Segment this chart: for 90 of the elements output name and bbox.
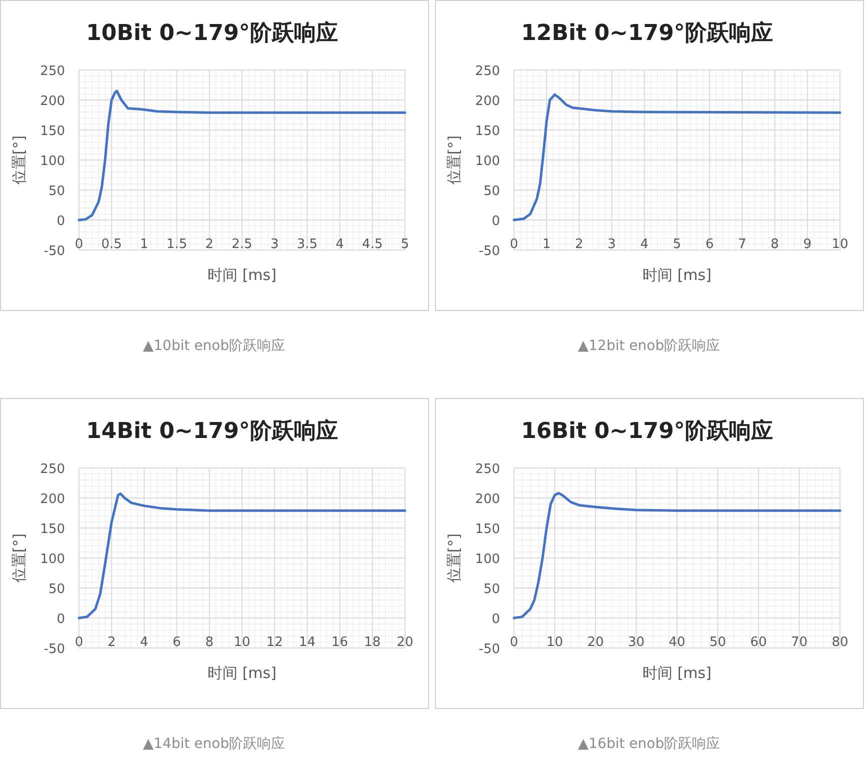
y-axis-title: 位置[°] [10, 533, 28, 583]
x-tick-label: 2 [575, 237, 584, 252]
line-series [512, 93, 842, 222]
x-tick-label: 0 [510, 635, 518, 650]
x-tick-label: 70 [790, 635, 808, 650]
x-tick-label: 10 [546, 635, 564, 650]
x-tick-label: 4 [336, 237, 344, 252]
y-tick-label: 0 [492, 214, 500, 229]
y-tick-label: -50 [44, 642, 65, 657]
y-tick-label: 100 [475, 552, 500, 567]
y-tick-label: 200 [40, 94, 65, 109]
x-axis-title: 时间 [ms] [642, 664, 712, 682]
x-tick-label: 10 [832, 237, 848, 252]
y-tick-label: 250 [40, 462, 65, 477]
x-tick-label: 9 [803, 237, 812, 252]
text: ▲14bit enob阶跃响应 [142, 736, 286, 752]
x-tick-label: 20 [396, 635, 414, 650]
x-tick-label: 3 [270, 237, 279, 252]
x-tick-label: 14 [298, 635, 316, 650]
x-axis-title: 时间 [ms] [642, 266, 712, 284]
y-tick-label: -50 [478, 244, 500, 259]
x-tick-label: 2 [107, 635, 116, 650]
x-tick-label: 7 [738, 237, 746, 252]
y-tick-label: 100 [40, 154, 65, 169]
y-tick-label: -50 [44, 244, 65, 259]
chart-title: 10Bit 0~179°阶跃响应 [86, 20, 338, 46]
chart-title: 12Bit 0~179°阶跃响应 [521, 20, 773, 46]
x-tick-label: 20 [587, 635, 604, 650]
x-tick-label: 18 [364, 635, 381, 650]
x-tick-label: 1 [542, 237, 551, 252]
text: ▲16bit enob阶跃响应 [578, 736, 720, 752]
y-tick-label: 50 [48, 184, 65, 199]
x-tick-label: 50 [709, 635, 726, 650]
x-tick-label: 12 [266, 635, 283, 650]
y-tick-label: 100 [40, 552, 65, 567]
y-tick-label: 200 [475, 492, 500, 507]
x-tick-label: 3.5 [296, 237, 318, 252]
y-tick-label: 0 [56, 612, 65, 627]
x-tick-label: 8 [205, 635, 214, 650]
x-tick-label: 1 [140, 237, 148, 252]
x-axis-title: 时间 [ms] [208, 664, 276, 682]
y-axis-title: 位置[°] [445, 533, 463, 583]
y-tick-label: 50 [483, 184, 500, 199]
text: ▲12bit enob阶跃响应 [578, 338, 720, 354]
x-tick-label: 2 [205, 237, 214, 252]
x-tick-label: 10 [234, 635, 250, 650]
x-tick-label: 0.5 [101, 237, 122, 252]
x-tick-label: 0 [510, 237, 518, 252]
x-tick-label: 30 [628, 635, 645, 650]
x-tick-label: 6 [705, 237, 714, 252]
line-series [78, 90, 406, 222]
x-tick-label: 2.5 [232, 237, 252, 252]
x-tick-label: 4 [140, 635, 148, 650]
x-tick-label: 3 [608, 237, 616, 252]
x-tick-label: 4 [640, 237, 649, 252]
x-tick-label: 80 [832, 635, 848, 650]
x-tick-label: 0 [74, 635, 84, 650]
y-tick-label: 50 [48, 582, 65, 597]
x-tick-label: 40 [668, 635, 686, 650]
x-tick-label: 16 [332, 635, 348, 650]
chart-title: 14Bit 0~179°阶跃响应 [86, 418, 338, 444]
y-tick-label: 200 [40, 492, 65, 507]
y-tick-label: 200 [475, 94, 500, 109]
y-axis-title: 位置[°] [10, 135, 28, 185]
line-series [512, 492, 842, 620]
y-tick-label: -50 [478, 642, 500, 657]
y-tick-label: 250 [475, 462, 500, 477]
y-tick-label: 0 [492, 612, 500, 627]
x-tick-label: 6 [172, 635, 181, 650]
y-tick-label: 250 [40, 64, 65, 79]
y-tick-label: 50 [483, 582, 500, 597]
y-tick-label: 150 [475, 124, 500, 139]
y-tick-label: 100 [475, 154, 500, 169]
y-tick-label: 150 [475, 522, 500, 537]
x-tick-label: 0 [74, 237, 84, 252]
x-tick-label: 1.5 [166, 237, 188, 252]
x-tick-label: 5 [672, 237, 682, 252]
x-tick-label: 5 [400, 237, 410, 252]
text: ▲10bit enob阶跃响应 [142, 338, 286, 354]
line-series [78, 492, 406, 620]
y-tick-label: 250 [475, 64, 500, 79]
chart-title: 16Bit 0~179°阶跃响应 [521, 418, 773, 444]
y-tick-label: 150 [40, 522, 65, 537]
x-tick-label: 60 [750, 635, 767, 650]
y-axis-title: 位置[°] [445, 135, 463, 185]
y-tick-label: 0 [56, 214, 65, 229]
x-tick-label: 4.5 [362, 237, 383, 252]
y-tick-label: 150 [40, 124, 65, 139]
x-tick-label: 8 [770, 237, 779, 252]
x-axis-title: 时间 [ms] [208, 266, 276, 284]
